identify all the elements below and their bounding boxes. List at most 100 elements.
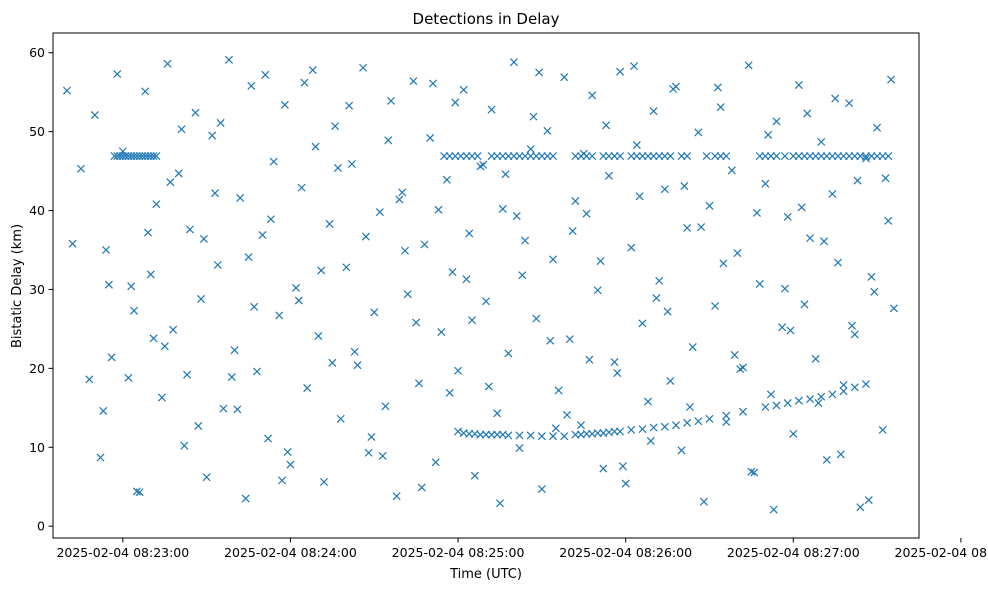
data-point-marker bbox=[521, 236, 530, 245]
data-point-marker bbox=[711, 301, 720, 311]
data-point-marker bbox=[549, 432, 558, 441]
data-point-marker bbox=[236, 193, 245, 202]
data-point-marker bbox=[481, 297, 491, 306]
data-point-marker bbox=[113, 70, 122, 79]
data-point-marker bbox=[582, 209, 591, 218]
data-point-marker bbox=[417, 483, 426, 492]
data-point-marker bbox=[459, 85, 468, 94]
data-point-marker bbox=[445, 388, 454, 397]
data-point-marker bbox=[395, 195, 404, 204]
data-point-marker bbox=[644, 397, 653, 406]
data-point-marker bbox=[132, 487, 141, 496]
y-tick-label: 40 bbox=[29, 203, 45, 218]
data-point-marker bbox=[487, 105, 496, 114]
data-point-marker bbox=[498, 204, 507, 213]
data-point-marker bbox=[180, 441, 189, 450]
data-point-marker bbox=[308, 66, 317, 75]
data-point-marker bbox=[839, 380, 848, 389]
data-point-marker bbox=[495, 499, 504, 508]
data-point-marker bbox=[431, 458, 440, 467]
data-point-marker bbox=[789, 429, 798, 438]
data-point-marker bbox=[660, 422, 669, 431]
data-point-marker bbox=[613, 369, 622, 378]
data-point-marker bbox=[392, 492, 401, 501]
data-point-marker bbox=[568, 227, 577, 236]
data-point-marker bbox=[244, 253, 253, 262]
data-point-marker bbox=[434, 205, 443, 214]
data-point-marker bbox=[426, 133, 435, 142]
data-point-marker bbox=[833, 258, 843, 267]
data-point-marker bbox=[224, 55, 234, 64]
data-point-marker bbox=[769, 505, 778, 514]
data-point-marker bbox=[468, 316, 477, 325]
data-point-marker bbox=[560, 73, 569, 82]
data-point-marker bbox=[884, 152, 893, 161]
data-point-marker bbox=[733, 249, 742, 258]
data-point-marker bbox=[311, 142, 320, 151]
data-point-marker bbox=[588, 91, 597, 100]
data-point-marker bbox=[778, 323, 787, 332]
x-tick-label: 2025-02-04 08:27:00 bbox=[727, 545, 860, 560]
data-point-marker bbox=[702, 152, 711, 161]
data-point-marker bbox=[719, 259, 728, 268]
data-point-marker bbox=[780, 284, 789, 293]
data-point-marker bbox=[465, 229, 474, 238]
data-point-marker bbox=[76, 164, 85, 173]
data-point-marker bbox=[526, 431, 535, 440]
x-axis-ticks: 2025-02-04 08:23:00 2025-02-04 08:24:00 20… bbox=[56, 538, 988, 560]
data-point-marker bbox=[828, 390, 837, 399]
data-point-marker bbox=[660, 185, 669, 194]
data-point-marker bbox=[783, 212, 792, 221]
data-point-marker bbox=[738, 407, 748, 416]
data-point-marker bbox=[839, 387, 848, 396]
data-point-marker bbox=[551, 424, 560, 433]
data-point-marker bbox=[806, 234, 815, 243]
data-point-marker bbox=[146, 270, 155, 279]
data-point-marker bbox=[194, 421, 203, 430]
data-point-marker bbox=[889, 304, 898, 313]
data-point-marker bbox=[543, 126, 552, 135]
data-point-marker bbox=[621, 479, 630, 488]
data-point-marker bbox=[216, 118, 225, 127]
data-point-marker bbox=[333, 163, 342, 172]
data-point-marker bbox=[811, 354, 820, 363]
data-point-marker bbox=[403, 290, 412, 299]
data-point-marker bbox=[135, 488, 144, 497]
data-point-marker bbox=[873, 123, 882, 132]
data-point-marker bbox=[705, 201, 714, 210]
data-point-marker bbox=[185, 225, 194, 234]
data-point-marker bbox=[529, 112, 538, 121]
data-point-marker bbox=[772, 117, 781, 126]
data-point-marker bbox=[887, 75, 896, 84]
data-point-marker bbox=[241, 494, 250, 503]
data-point-marker bbox=[169, 325, 178, 334]
y-tick-label: 0 bbox=[37, 519, 45, 534]
data-point-marker bbox=[386, 96, 396, 105]
data-point-marker bbox=[208, 131, 217, 140]
data-point-marker bbox=[375, 208, 384, 217]
data-point-marker bbox=[367, 432, 376, 442]
data-point-marker bbox=[663, 307, 672, 316]
data-point-marker bbox=[822, 455, 831, 464]
data-point-marker bbox=[359, 63, 368, 72]
data-point-marker bbox=[571, 197, 580, 206]
y-tick-label: 10 bbox=[29, 440, 45, 455]
data-point-marker bbox=[677, 446, 686, 455]
data-point-marker bbox=[409, 77, 418, 86]
data-point-marker bbox=[730, 350, 739, 359]
data-point-marker bbox=[870, 287, 879, 296]
data-point-marker bbox=[294, 296, 303, 305]
data-point-marker bbox=[806, 395, 815, 404]
data-point-marker bbox=[280, 100, 289, 109]
data-point-marker bbox=[744, 61, 753, 70]
data-point-marker bbox=[596, 257, 605, 266]
data-point-marker bbox=[535, 68, 544, 77]
data-point-marker bbox=[297, 183, 306, 192]
data-point-marker bbox=[683, 223, 692, 232]
data-point-marker bbox=[378, 451, 387, 460]
data-point-marker bbox=[353, 361, 362, 370]
data-point-marker bbox=[191, 108, 200, 117]
data-point-marker bbox=[694, 417, 703, 426]
data-point-marker bbox=[884, 216, 893, 225]
